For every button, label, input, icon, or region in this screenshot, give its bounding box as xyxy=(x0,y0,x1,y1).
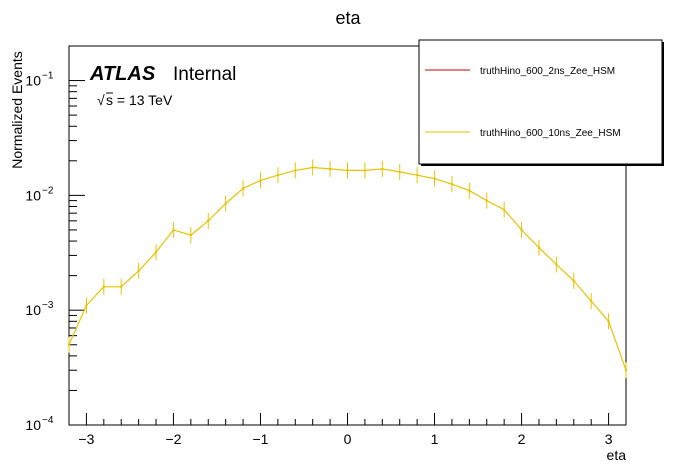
atlas-label: ATLAS xyxy=(89,63,156,85)
legend-label-0: truthHino_600_2ns_Zee_HSM xyxy=(480,66,615,77)
y-tick-label: 10 xyxy=(25,417,41,433)
series-point xyxy=(207,219,210,223)
series-point xyxy=(572,279,575,283)
series-point xyxy=(415,173,419,177)
series-point xyxy=(120,285,123,288)
series-point xyxy=(102,285,106,288)
y-tick-label: 10 xyxy=(25,302,41,318)
series-point xyxy=(328,167,332,171)
series-point xyxy=(137,269,140,273)
x-tick-label: 0 xyxy=(344,431,352,447)
legend: truthHino_600_2ns_Zee_HSM truthHino_600_… xyxy=(418,39,664,166)
series-point xyxy=(224,202,227,205)
series-point xyxy=(311,166,314,169)
series-point xyxy=(450,183,454,186)
series-point xyxy=(189,233,193,237)
y-tick-label: 10 xyxy=(25,187,41,203)
series-point xyxy=(485,199,488,202)
x-tick-label: 1 xyxy=(431,431,439,447)
chart-title: eta xyxy=(335,8,361,28)
series-point xyxy=(433,177,436,180)
legend-box xyxy=(418,39,663,165)
y-tick-exponent: −3 xyxy=(42,300,54,311)
series-point xyxy=(259,179,262,182)
y-axis-label: Normalized Events xyxy=(9,51,25,169)
series-point xyxy=(276,173,280,177)
series-point xyxy=(502,208,506,211)
series-point xyxy=(607,320,610,323)
energy-sqrt: √ xyxy=(97,92,105,108)
series-point xyxy=(85,304,88,307)
energy-label: s = 13 TeV xyxy=(106,92,173,108)
x-tick-label: −1 xyxy=(252,431,268,447)
series-point xyxy=(468,189,471,192)
x-axis-label: eta xyxy=(607,447,627,463)
series-point xyxy=(363,169,367,172)
x-tick-label: 2 xyxy=(518,431,526,447)
series-point xyxy=(537,246,541,249)
y-tick-exponent: −2 xyxy=(42,185,54,196)
x-tick-label: 3 xyxy=(605,431,613,447)
series-layer xyxy=(67,159,628,379)
series-point xyxy=(381,167,384,171)
series-point xyxy=(241,187,245,190)
series-point xyxy=(589,299,593,303)
y-tick-exponent: −1 xyxy=(42,71,54,82)
series-point xyxy=(172,228,175,232)
legend-label-1: truthHino_600_10ns_Zee_HSM xyxy=(480,128,621,139)
series-point xyxy=(555,263,558,266)
series-point xyxy=(67,343,71,346)
x-tick-label: −2 xyxy=(165,431,181,447)
series-point xyxy=(624,369,628,372)
x-tick-label: −3 xyxy=(78,431,94,447)
y-tick-label: 10 xyxy=(25,73,41,89)
legend-shadow-bottom xyxy=(421,164,664,166)
axis-ticks: −3 −2 −1 0 1 2 310−410−310−210−1 xyxy=(25,45,627,447)
series-point xyxy=(520,228,523,232)
series-point xyxy=(398,170,401,174)
series-point xyxy=(154,250,158,254)
atlas-status: Internal xyxy=(173,64,236,85)
series-line-1 xyxy=(68,166,627,371)
series-point xyxy=(346,169,349,172)
legend-shadow-right xyxy=(662,42,664,166)
y-tick-exponent: −4 xyxy=(42,415,54,426)
series-point xyxy=(294,169,297,172)
